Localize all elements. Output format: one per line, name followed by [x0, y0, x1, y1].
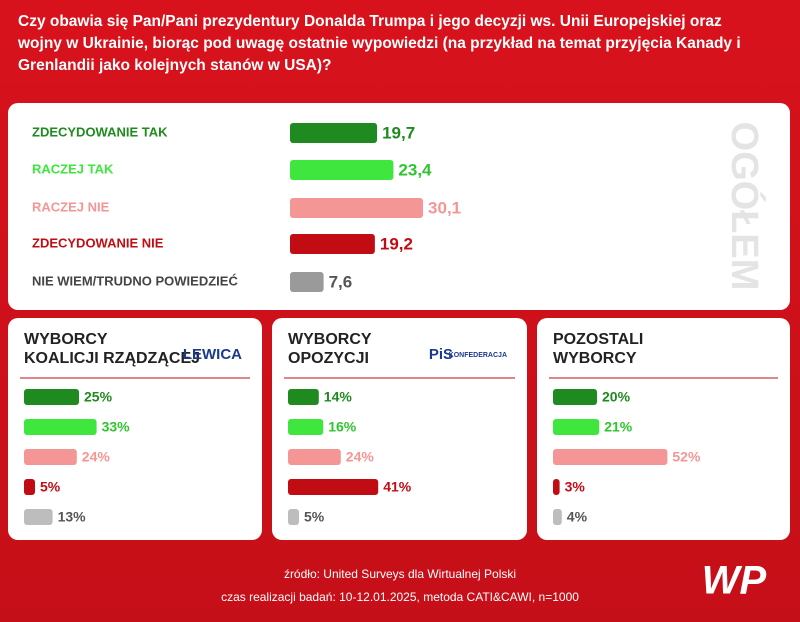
value-label: 13%: [58, 509, 87, 525]
panel-title: OPOZYCJI: [288, 350, 369, 367]
panel-title: WYBORCY: [24, 331, 108, 348]
value-label: 23,4: [398, 160, 432, 179]
value-label: 5%: [304, 509, 325, 525]
bar: [24, 509, 53, 525]
bar: [288, 419, 324, 435]
bar: [290, 198, 424, 218]
value-label: 19,2: [380, 234, 413, 253]
value-label: 16%: [328, 419, 357, 435]
panel-title: POZOSTALI: [553, 331, 643, 348]
bar: [553, 389, 597, 405]
value-label: 21%: [604, 419, 633, 435]
bar: [553, 449, 668, 465]
panel-title: OGÓŁEM: [723, 122, 767, 291]
category-label: ZDECYDOWANIE NIE: [32, 235, 164, 250]
category-label: RACZEJ NIE: [32, 199, 110, 214]
value-label: 20%: [602, 389, 631, 405]
value-label: 30,1: [428, 198, 461, 217]
bar: [553, 479, 560, 495]
question: Grenlandii jako kolejnych stanów w USA)?: [18, 57, 332, 74]
category-label: ZDECYDOWANIE TAK: [32, 124, 168, 139]
party-logo: LEWICA: [183, 346, 242, 363]
bar: [24, 479, 35, 495]
method: czas realizacji badań: 10-12.01.2025, me…: [221, 590, 579, 604]
panel-title: WYBORCY: [288, 331, 372, 348]
panel: [537, 318, 790, 540]
party-logo: PiS: [429, 346, 453, 363]
value-label: 19,7: [382, 123, 415, 142]
bar: [290, 272, 324, 292]
bar: [288, 479, 379, 495]
category-label: RACZEJ TAK: [32, 161, 114, 176]
value-label: 41%: [383, 479, 412, 495]
bar: [24, 389, 79, 405]
value-label: 4%: [567, 509, 588, 525]
value-label: 3%: [565, 479, 586, 495]
panel: [8, 318, 262, 540]
bar: [288, 389, 319, 405]
value-label: 5%: [40, 479, 61, 495]
bar: [288, 509, 299, 525]
value-label: 52%: [672, 449, 701, 465]
panel-title: KOALICJI RZĄDZĄCEJ: [24, 350, 200, 367]
bar: [290, 234, 375, 254]
value-label: 24%: [82, 449, 111, 465]
bar: [288, 449, 341, 465]
category-label: NIE WIEM/TRUDNO POWIEDZIEĆ: [32, 273, 238, 288]
question: wojny w Ukrainie, biorąc pod uwagę ostat…: [17, 35, 741, 52]
bar: [553, 509, 562, 525]
value-label: 24%: [346, 449, 375, 465]
question: Czy obawia się Pan/Pani prezydentury Don…: [18, 13, 722, 30]
bar: [24, 419, 97, 435]
value-label: 33%: [102, 419, 131, 435]
bar: [290, 160, 394, 180]
source: źródło: United Surveys dla Wirtualnej Po…: [284, 567, 516, 581]
bar: [553, 419, 600, 435]
value-label: 25%: [84, 389, 113, 405]
bar: [290, 123, 378, 143]
value-label: 7,6: [329, 272, 353, 291]
value-label: 14%: [324, 389, 353, 405]
logo: WP: [702, 559, 767, 603]
party-logo: KONFEDERACJA: [449, 352, 507, 359]
panel-title: WYBORCY: [553, 350, 637, 367]
bar: [24, 449, 77, 465]
